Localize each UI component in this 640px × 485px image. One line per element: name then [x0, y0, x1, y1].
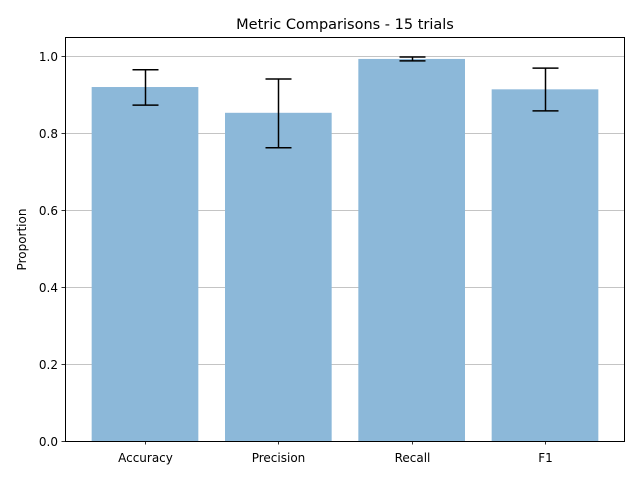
error-bars-layer — [132, 56, 559, 149]
x-axis: Accuracy Precision Recall F1 — [118, 441, 553, 465]
bar-accuracy — [91, 87, 199, 442]
x-tick-label: Recall — [395, 451, 431, 465]
y-axis-label: Proportion — [15, 209, 29, 271]
y-tick-label: 0.0 — [39, 435, 58, 449]
y-tick-label: 0.8 — [39, 127, 58, 141]
y-tick-label: 0.2 — [39, 358, 58, 372]
y-tick-label: 0.4 — [39, 281, 58, 295]
x-tick-label: Precision — [252, 451, 306, 465]
bars-layer — [91, 58, 599, 442]
y-axis: 0.0 0.2 0.4 0.6 0.8 1.0 — [39, 50, 65, 449]
plot-frame — [65, 37, 625, 442]
x-tick-label: Accuracy — [118, 451, 173, 465]
bar-recall — [358, 58, 465, 441]
bar-f1 — [491, 89, 599, 441]
bar-precision — [225, 112, 332, 441]
y-tick-label: 0.6 — [39, 204, 58, 218]
y-tick-label: 1.0 — [39, 50, 58, 64]
x-tick-label: F1 — [538, 451, 553, 465]
chart-title: Metric Comparisons - 15 trials — [236, 17, 454, 33]
